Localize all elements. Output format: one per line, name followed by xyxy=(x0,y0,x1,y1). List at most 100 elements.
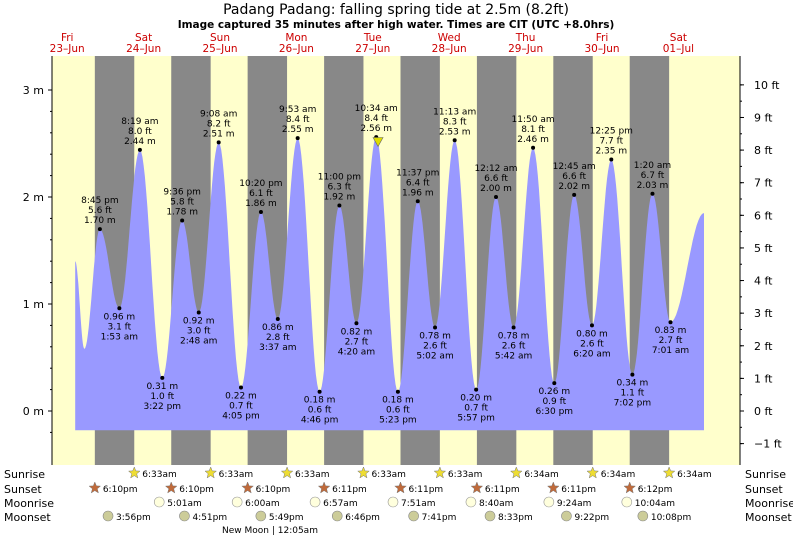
high-tide-label: 8.1 ft xyxy=(521,125,545,135)
moonrise-label-left: Moonrise xyxy=(4,497,54,510)
sunrise-icon xyxy=(127,466,141,479)
day-name: Fri xyxy=(61,32,74,44)
chart-subtitle: Image captured 35 minutes after high wat… xyxy=(178,19,615,31)
moonset-time: 10:08pm xyxy=(651,513,691,523)
high-tide-label: 2.00 m xyxy=(480,184,512,194)
y-tick-label-left: 1 m xyxy=(23,298,44,311)
low-tide-point xyxy=(630,372,635,377)
low-tide-point xyxy=(160,375,165,380)
low-tide-label: 1:53 am xyxy=(101,332,138,342)
high-tide-point xyxy=(216,140,221,145)
low-tide-label: 0.22 m xyxy=(225,391,257,401)
moonset-time: 8:33pm xyxy=(498,513,533,523)
day-date: 30–Jun xyxy=(584,43,619,55)
high-tide-label: 12:12 am xyxy=(474,164,517,174)
sunset-time: 6:10pm xyxy=(103,485,138,495)
sunset-icon xyxy=(546,481,560,494)
sunrise-time: 6:33am xyxy=(448,470,483,480)
sunrise-label-right: Sunrise xyxy=(745,468,786,481)
sunrise-time: 6:34am xyxy=(524,470,559,480)
high-tide-label: 2.51 m xyxy=(203,129,235,139)
moonset-icon xyxy=(561,510,572,522)
low-tide-label: 0.83 m xyxy=(655,326,687,336)
high-tide-point xyxy=(415,199,420,204)
low-tide-label: 2.6 ft xyxy=(580,339,604,349)
moonset-time: 7:41pm xyxy=(422,513,457,523)
high-tide-point xyxy=(337,203,342,208)
sunset-time: 6:11pm xyxy=(332,485,367,495)
sunset-time: 6:10pm xyxy=(256,485,291,495)
high-tide-label: 1.92 m xyxy=(324,193,356,203)
low-tide-label: 3:22 pm xyxy=(144,402,182,412)
current-tide-marker xyxy=(372,137,384,148)
moonrise-icon xyxy=(231,496,243,508)
high-tide-label: 9:53 am xyxy=(279,105,316,115)
low-tide-label: 4:20 am xyxy=(338,347,375,357)
sunset-icon xyxy=(164,481,178,494)
sunset-label-right: Sunset xyxy=(745,483,783,496)
low-tide-label: 0.80 m xyxy=(576,329,608,339)
moonrise-icon xyxy=(621,496,633,508)
low-tide-label: 0.6 ft xyxy=(386,406,410,416)
sunset-time: 6:12pm xyxy=(638,485,673,495)
y-tick-label-right: 4 ft xyxy=(754,275,773,288)
moonrise-time: 6:57am xyxy=(323,499,358,509)
day-date: 25–Jun xyxy=(202,43,237,55)
low-tide-label: 3:37 am xyxy=(259,343,296,353)
low-tide-label: 5:57 pm xyxy=(457,414,495,424)
high-tide-label: 2.53 m xyxy=(439,127,471,137)
high-tide-label: 11:37 pm xyxy=(396,168,439,178)
y-tick-label-left: 0 m xyxy=(23,405,44,418)
moonrise-icon xyxy=(309,496,321,508)
high-tide-point xyxy=(650,191,655,196)
y-tick-label-right: 5 ft xyxy=(754,242,773,255)
sunrise-icon xyxy=(586,466,600,479)
low-tide-label: 5:02 am xyxy=(416,352,453,362)
low-tide-point xyxy=(238,385,243,390)
low-tide-label: 2.8 ft xyxy=(266,333,290,343)
day-date: 23–Jun xyxy=(50,43,85,55)
low-tide-label: 5:23 pm xyxy=(379,416,417,426)
y-tick-label-right: 1 ft xyxy=(754,372,773,385)
chart-title: Padang Padang: falling spring tide at 2.… xyxy=(223,2,569,18)
high-tide-point xyxy=(180,218,185,223)
sunrise-icon xyxy=(662,466,676,479)
moonrise-time: 5:01am xyxy=(167,499,202,509)
y-tick-label-right: 7 ft xyxy=(754,177,773,190)
low-tide-label: 0.31 m xyxy=(146,382,178,392)
tide-annotations: 8:45 pm5.6 ft1.70 m 0.96 m3.1 ft1:53 am 8:… xyxy=(81,104,689,426)
moonset-time: 3:56pm xyxy=(116,513,151,523)
high-tide-label: 1:20 am xyxy=(634,161,671,171)
moonrise-time: 10:04am xyxy=(635,499,675,509)
high-tide-label: 1.96 m xyxy=(402,188,434,198)
y-tick-label-right: 6 ft xyxy=(754,209,773,222)
day-date: 27–Jun xyxy=(355,43,390,55)
day-name: Sat xyxy=(670,32,687,44)
low-tide-label: 3.1 ft xyxy=(107,322,131,332)
y-tick-label-left: 2 m xyxy=(23,191,44,204)
moonrise-icon xyxy=(153,496,165,508)
low-tide-point xyxy=(117,306,122,311)
low-tide-label: 4:46 pm xyxy=(301,416,339,426)
moonrise-time: 7:51am xyxy=(401,499,436,509)
tide-curve xyxy=(75,137,704,431)
day-headers: Fri23–JunSat24–JunSun25–JunMon26–JunTue2… xyxy=(50,32,694,55)
high-tide-label: 1.70 m xyxy=(84,216,116,226)
high-tide-label: 1.78 m xyxy=(166,208,198,218)
high-tide-point xyxy=(295,136,300,141)
low-tide-point xyxy=(474,387,479,392)
high-tide-label: 6.1 ft xyxy=(249,189,273,199)
high-tide-label: 8.4 ft xyxy=(286,115,310,125)
low-tide-point xyxy=(511,325,516,330)
moonrise-icon xyxy=(387,496,399,508)
low-tide-point xyxy=(589,323,594,328)
high-tide-point xyxy=(137,147,142,152)
low-tide-point xyxy=(317,389,322,394)
y-tick-label-right: 8 ft xyxy=(754,144,773,157)
moonset-time: 9:22pm xyxy=(574,513,609,523)
sunset-icon xyxy=(623,481,637,494)
sunset-icon xyxy=(394,481,407,494)
low-tide-point xyxy=(552,381,557,386)
